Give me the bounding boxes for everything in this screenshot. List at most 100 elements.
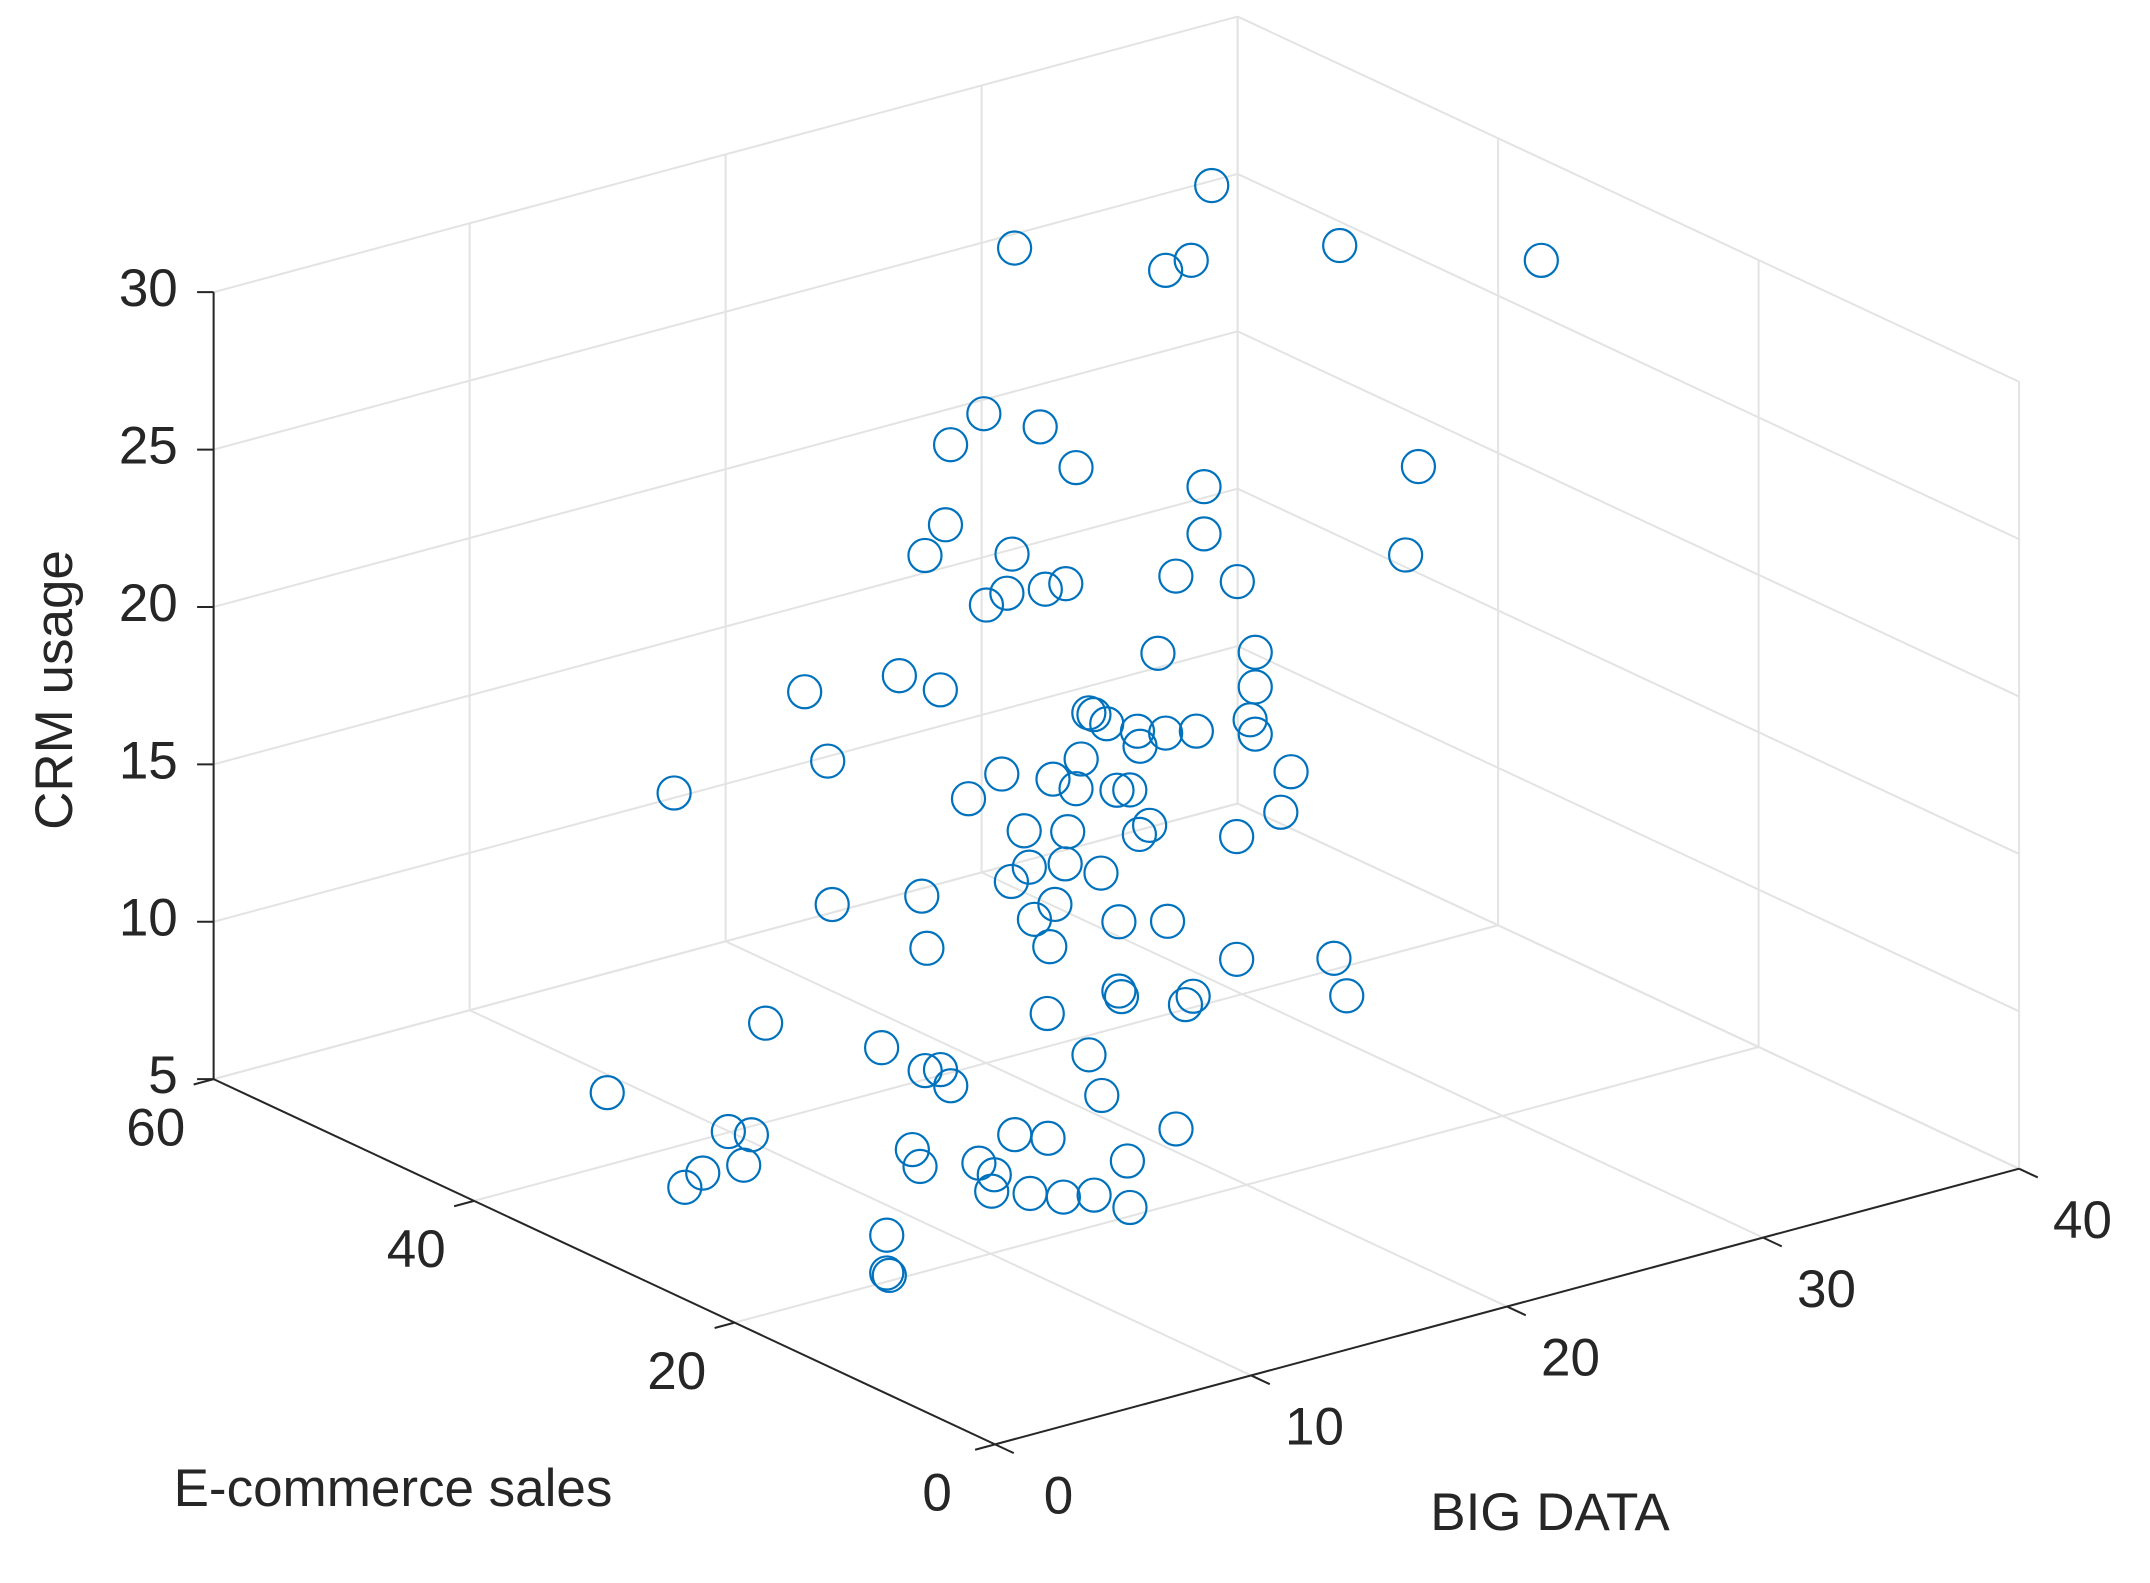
z-axis-title: CRM usage — [25, 550, 84, 830]
data-point — [1121, 816, 1158, 853]
data-point — [1122, 728, 1158, 764]
data-point — [1047, 846, 1083, 882]
grid-line — [1237, 802, 2020, 1170]
data-point — [904, 878, 940, 914]
data-point — [1022, 409, 1058, 445]
grid-line — [213, 330, 1238, 608]
data-point — [1029, 995, 1065, 1032]
data-point — [1219, 818, 1255, 855]
x-tick-label: 40 — [2053, 1191, 2112, 1250]
x-tick-label: 30 — [1797, 1260, 1856, 1319]
data-point — [881, 658, 918, 694]
x-tick — [1506, 1305, 1527, 1317]
data-point — [1103, 978, 1140, 1015]
data-point — [966, 396, 1002, 432]
data-point — [1037, 886, 1073, 923]
data-point — [1158, 1111, 1194, 1147]
data-point — [907, 537, 943, 574]
data-point — [1006, 813, 1042, 849]
data-point — [989, 575, 1025, 611]
data-point — [1101, 973, 1137, 1009]
data-point — [1112, 1189, 1148, 1226]
grid-line — [469, 1009, 1252, 1377]
data-point — [968, 587, 1005, 623]
data-point — [1076, 1177, 1112, 1213]
data-point — [685, 1155, 721, 1191]
z-tick-label: 20 — [119, 574, 178, 633]
y-axis-line — [213, 1078, 996, 1446]
data-point — [1194, 167, 1230, 204]
data-point — [984, 756, 1020, 792]
data-point — [932, 427, 969, 463]
x-tick-label: 20 — [1541, 1329, 1600, 1388]
data-point — [1523, 242, 1559, 278]
y-tick-label: 20 — [647, 1342, 706, 1401]
x-tick — [2018, 1167, 2039, 1179]
data-point — [1084, 1077, 1120, 1114]
z-tick-label: 5 — [148, 1046, 177, 1105]
marks — [589, 167, 1559, 1294]
axes: 0 10 20 30 40 0 20 40 605 10 15 20 25 30 — [119, 259, 2112, 1525]
data-point — [1083, 855, 1119, 891]
data-point — [1045, 1179, 1082, 1215]
data-point — [1322, 227, 1358, 264]
x-tick — [994, 1443, 1015, 1455]
grid-line — [213, 802, 1238, 1081]
data-point — [976, 1157, 1012, 1193]
x-tick-label: 10 — [1285, 1398, 1344, 1457]
data-point — [589, 1075, 625, 1111]
data-point — [1237, 634, 1273, 670]
y-tick-label: 40 — [387, 1220, 446, 1279]
data-point — [1167, 986, 1204, 1023]
data-point — [1178, 713, 1214, 749]
data-point — [869, 1255, 905, 1291]
data-point — [933, 1068, 969, 1104]
y-tick-label: 0 — [922, 1464, 951, 1523]
data-point — [1186, 469, 1222, 505]
x-tick-label: 0 — [1044, 1466, 1073, 1525]
data-point — [1112, 772, 1148, 808]
data-point — [1032, 929, 1068, 965]
data-point — [814, 886, 850, 923]
y-tick — [974, 1443, 996, 1451]
grid-line — [213, 172, 1238, 451]
data-point — [1058, 771, 1094, 807]
x-tick — [1250, 1374, 1271, 1386]
grid-line — [1237, 173, 2020, 541]
data-point — [1140, 635, 1176, 671]
data-point — [1030, 1120, 1066, 1156]
data-point — [1076, 696, 1112, 733]
data-point — [1232, 702, 1268, 738]
data-point — [907, 1052, 943, 1089]
data-point — [950, 781, 987, 817]
data-point — [1016, 901, 1053, 937]
data-point — [993, 863, 1030, 900]
data-point — [909, 930, 945, 966]
data-point — [1158, 558, 1194, 594]
data-point — [863, 1030, 900, 1066]
x-tick — [1762, 1236, 1783, 1248]
data-point — [1101, 904, 1137, 940]
z-tick-label: 25 — [119, 417, 178, 476]
grid-line — [1237, 487, 2020, 855]
x-axis-title: BIG DATA — [1430, 1483, 1670, 1542]
grid-line — [213, 645, 1238, 923]
data-point — [787, 674, 823, 710]
data-point — [1071, 1037, 1107, 1073]
data-point — [1063, 741, 1099, 777]
data-point — [894, 1131, 930, 1168]
data-point — [1035, 761, 1071, 797]
data-point — [869, 1217, 905, 1253]
y-tick — [714, 1321, 735, 1329]
grid-line — [473, 924, 1499, 1202]
data-point — [1316, 940, 1352, 976]
data-point — [1237, 716, 1273, 752]
data-point — [1048, 566, 1084, 602]
data-point — [667, 1169, 703, 1205]
data-point — [922, 672, 958, 708]
data-point — [726, 1147, 762, 1183]
data-point — [902, 1148, 938, 1185]
data-point — [1109, 1143, 1146, 1179]
data-point — [1131, 807, 1168, 844]
